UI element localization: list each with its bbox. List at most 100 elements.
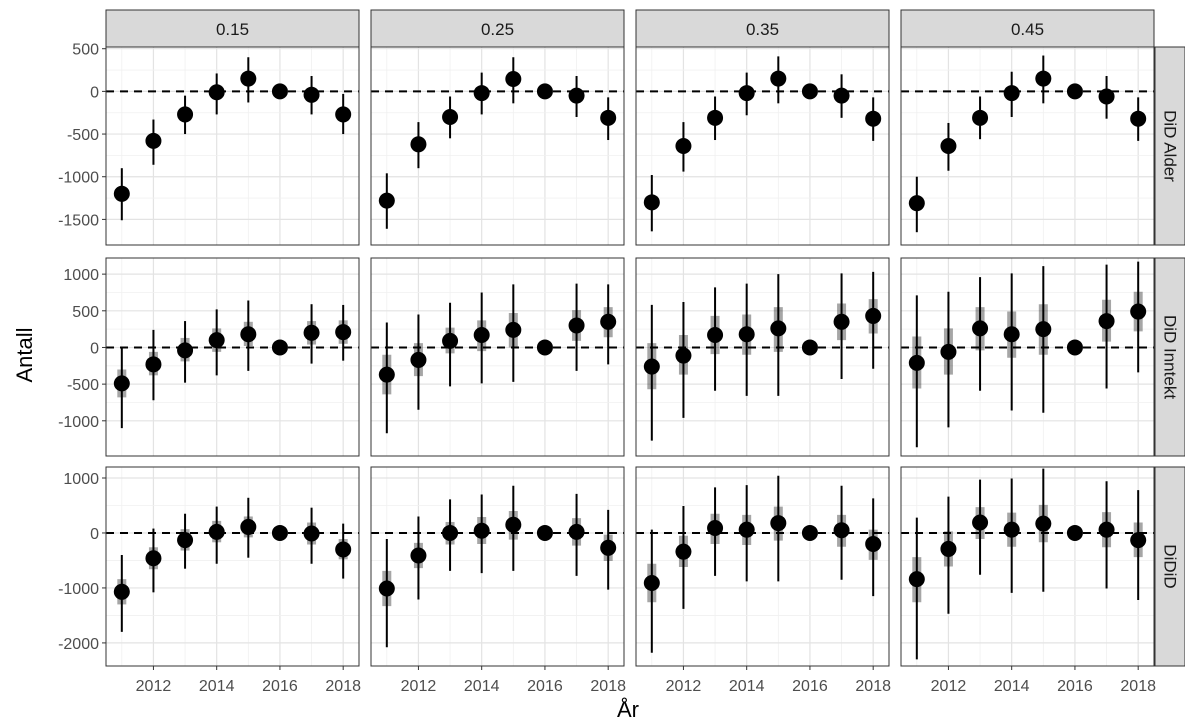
- panel-border: [635, 257, 890, 457]
- estimate-point: [177, 106, 194, 123]
- estimate-point: [770, 70, 787, 87]
- estimate-point: [505, 71, 522, 88]
- y-tick-label: 1000: [63, 267, 99, 284]
- estimate-point: [972, 320, 989, 337]
- panel-border: [370, 257, 625, 457]
- estimate-point: [1066, 524, 1083, 541]
- estimate-point: [208, 523, 225, 540]
- x-tick-label: 2014: [729, 678, 765, 695]
- estimate-point: [865, 535, 882, 552]
- estimate-point: [940, 343, 957, 360]
- y-axis-title: Antall: [12, 327, 37, 382]
- estimate-point: [442, 332, 459, 349]
- estimate-point: [271, 83, 288, 100]
- panel-border: [370, 466, 625, 667]
- estimate-point: [177, 532, 194, 549]
- panel-background: [106, 258, 359, 456]
- estimate-point: [271, 524, 288, 541]
- estimate-point: [600, 539, 617, 556]
- estimate-point: [865, 307, 882, 324]
- panel-border: [900, 466, 1155, 667]
- facet-strip-right: [1154, 46, 1185, 246]
- facet-strip-top: [635, 9, 890, 48]
- x-tick-label: 2018: [1120, 678, 1156, 695]
- estimate-point: [770, 320, 787, 337]
- estimate-point: [1130, 532, 1147, 549]
- estimate-point: [770, 515, 787, 532]
- x-tick-label: 2018: [590, 678, 626, 695]
- x-tick-label: 2012: [931, 678, 967, 695]
- estimate-point: [568, 87, 585, 104]
- estimate-point: [410, 136, 427, 153]
- panel-background: [636, 467, 889, 666]
- estimate-point: [240, 326, 257, 343]
- panel-background: [371, 47, 624, 245]
- estimate-point: [833, 87, 850, 104]
- estimate-point: [1098, 313, 1115, 330]
- estimate-point: [1035, 515, 1052, 532]
- estimate-point: [801, 339, 818, 356]
- panel-background: [636, 47, 889, 245]
- estimate-point: [240, 518, 257, 535]
- y-tick-label: -1000: [58, 581, 99, 598]
- panel-background: [371, 467, 624, 666]
- panel-border: [105, 466, 360, 667]
- x-tick-label: 2012: [136, 678, 172, 695]
- x-tick-label: 2014: [199, 678, 235, 695]
- estimate-point: [378, 366, 395, 383]
- estimate-point: [240, 70, 257, 87]
- estimate-point: [378, 192, 395, 209]
- x-tick-label: 2014: [464, 678, 500, 695]
- y-tick-label: 0: [90, 340, 99, 357]
- estimate-point: [1130, 110, 1147, 127]
- facet-strip-right: [1154, 257, 1185, 457]
- y-tick-label: 0: [90, 84, 99, 101]
- x-tick-label: 2012: [401, 678, 437, 695]
- estimate-point: [1035, 70, 1052, 87]
- estimate-point: [1035, 321, 1052, 338]
- estimate-point: [568, 523, 585, 540]
- x-axis-title: År: [617, 697, 639, 722]
- x-tick-label: 2012: [666, 678, 702, 695]
- panel-background: [371, 258, 624, 456]
- estimate-point: [442, 524, 459, 541]
- estimate-point: [833, 522, 850, 539]
- facet-strip-top: [900, 9, 1155, 48]
- x-tick-label: 2016: [792, 678, 828, 695]
- estimate-point: [505, 516, 522, 533]
- estimate-point: [145, 132, 162, 149]
- y-tick-label: -1000: [58, 170, 99, 187]
- estimate-point: [335, 324, 352, 341]
- estimate-point: [145, 356, 162, 373]
- facet-strip-label: DiD Alder: [1161, 110, 1180, 182]
- estimate-point: [442, 108, 459, 125]
- panel-background: [901, 47, 1154, 245]
- estimate-point: [536, 83, 553, 100]
- estimate-point: [643, 358, 660, 375]
- x-tick-label: 2016: [262, 678, 298, 695]
- y-tick-label: 1000: [63, 471, 99, 488]
- facet-strip-label: DiD Inntekt: [1161, 315, 1180, 399]
- estimate-point: [303, 324, 320, 341]
- y-tick-label: 500: [72, 304, 99, 321]
- facet-strip-label: 0.15: [216, 20, 249, 39]
- estimate-point: [113, 375, 130, 392]
- estimate-point: [113, 185, 130, 202]
- y-tick-label: 500: [72, 42, 99, 59]
- x-tick-label: 2018: [855, 678, 891, 695]
- facet-strip-top: [370, 9, 625, 48]
- estimate-point: [177, 342, 194, 359]
- estimate-point: [208, 332, 225, 349]
- estimate-point: [707, 520, 724, 537]
- estimate-point: [505, 321, 522, 338]
- y-tick-label: -2000: [58, 636, 99, 653]
- estimate-point: [801, 524, 818, 541]
- estimate-point: [675, 347, 692, 364]
- estimate-point: [1130, 303, 1147, 320]
- estimate-point: [940, 138, 957, 154]
- panel-border: [105, 257, 360, 457]
- estimate-point: [378, 580, 395, 597]
- estimate-point: [707, 109, 724, 126]
- panel-background: [106, 47, 359, 245]
- estimate-point: [972, 109, 989, 126]
